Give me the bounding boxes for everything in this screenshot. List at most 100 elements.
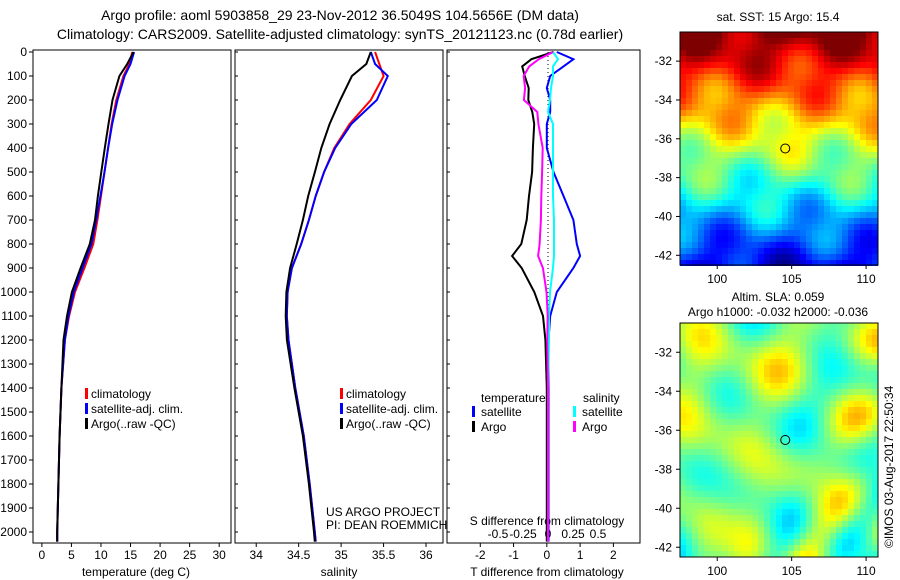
heatmap-cell xyxy=(680,122,686,128)
heatmap-cell xyxy=(800,359,806,365)
heatmap-cell xyxy=(836,56,842,62)
heatmap-cell xyxy=(854,122,860,128)
heatmap-cell xyxy=(848,395,854,401)
heatmap-cell xyxy=(866,254,872,260)
heatmap-cell xyxy=(758,44,764,50)
heatmap-cell xyxy=(722,329,728,335)
heatmap-cell xyxy=(866,164,872,170)
heatmap-cell xyxy=(836,467,842,473)
heatmap-cell xyxy=(866,329,872,335)
heatmap-cell xyxy=(722,371,728,377)
heatmap-cell xyxy=(824,551,830,557)
heatmap-cell xyxy=(746,56,752,62)
heatmap-cell xyxy=(860,527,866,533)
heatmap-cell xyxy=(830,110,836,116)
heatmap-cell xyxy=(728,254,734,260)
heatmap-cell xyxy=(860,443,866,449)
heatmap-cell xyxy=(818,485,824,491)
heatmap-cell xyxy=(806,50,812,56)
heatmap-cell xyxy=(758,521,764,527)
heatmap-cell xyxy=(776,551,782,557)
heatmap-cell xyxy=(728,110,734,116)
heatmap-cell xyxy=(728,242,734,248)
heatmap-cell xyxy=(692,533,698,539)
heatmap-cell xyxy=(704,104,710,110)
heatmap-cell xyxy=(842,413,848,419)
heatmap-cell xyxy=(824,164,830,170)
heatmap-cell xyxy=(848,335,854,341)
heatmap-cell xyxy=(758,377,764,383)
heatmap-cell xyxy=(806,545,812,551)
heatmap-cell xyxy=(716,383,722,389)
heatmap-cell xyxy=(740,68,746,74)
heatmap-cell xyxy=(716,176,722,182)
heatmap-cell xyxy=(728,200,734,206)
heatmap-cell xyxy=(872,242,878,248)
heatmap-cell xyxy=(722,341,728,347)
heatmap-cell xyxy=(812,395,818,401)
heatmap-cell xyxy=(776,158,782,164)
heatmap-cell xyxy=(794,335,800,341)
heatmap-cell xyxy=(704,80,710,86)
heatmap-cell xyxy=(812,455,818,461)
heatmap-cell xyxy=(818,254,824,260)
heatmap-cell xyxy=(830,509,836,515)
heatmap-cell xyxy=(746,359,752,365)
heatmap-cell xyxy=(752,365,758,371)
heatmap-cell xyxy=(752,491,758,497)
heatmap-cell xyxy=(710,200,716,206)
heatmap-cell xyxy=(716,389,722,395)
heatmap-cell xyxy=(704,443,710,449)
heatmap-cell xyxy=(848,485,854,491)
heatmap-cell xyxy=(806,539,812,545)
heatmap-cell xyxy=(854,182,860,188)
heatmap-cell xyxy=(842,182,848,188)
heatmap-cell xyxy=(860,461,866,467)
heatmap-cell xyxy=(860,32,866,38)
heatmap-cell xyxy=(680,377,686,383)
heatmap-cell xyxy=(818,389,824,395)
heatmap-cell xyxy=(794,419,800,425)
heatmap-cell xyxy=(770,128,776,134)
heatmap-cell xyxy=(770,533,776,539)
heatmap-cell xyxy=(824,503,830,509)
heatmap-cell xyxy=(854,74,860,80)
heatmap-cell xyxy=(698,104,704,110)
heatmap-cell xyxy=(716,140,722,146)
heatmap-cell xyxy=(728,551,734,557)
heatmap-cell xyxy=(716,50,722,56)
heatmap-cell xyxy=(812,539,818,545)
heatmap-cell xyxy=(764,521,770,527)
heatmap-cell xyxy=(704,377,710,383)
heatmap-cell xyxy=(728,527,734,533)
heatmap-cell xyxy=(782,140,788,146)
heatmap-cell xyxy=(722,353,728,359)
heatmap-cell xyxy=(776,206,782,212)
heatmap-cell xyxy=(746,455,752,461)
heatmap-cell xyxy=(860,224,866,230)
heatmap-cell xyxy=(764,56,770,62)
heatmap-cell xyxy=(680,551,686,557)
heatmap-cell xyxy=(788,491,794,497)
heatmap-cell xyxy=(830,164,836,170)
heatmap-cell xyxy=(782,32,788,38)
heatmap-cell xyxy=(848,176,854,182)
heatmap-cell xyxy=(716,377,722,383)
heatmap-cell xyxy=(704,158,710,164)
heatmap-cell xyxy=(710,329,716,335)
heatmap-cell xyxy=(734,212,740,218)
heatmap-cell xyxy=(692,425,698,431)
heatmap-cell xyxy=(788,407,794,413)
heatmap-cell xyxy=(788,62,794,68)
heatmap-cell xyxy=(740,248,746,254)
heatmap-cell xyxy=(728,353,734,359)
heatmap-cell xyxy=(842,260,848,266)
heatmap-cell xyxy=(824,527,830,533)
heatmap-cell xyxy=(848,365,854,371)
heatmap-cell xyxy=(716,359,722,365)
heatmap-cell xyxy=(704,44,710,50)
heatmap-cell xyxy=(794,431,800,437)
heatmap-cell xyxy=(860,347,866,353)
heatmap-cell xyxy=(758,128,764,134)
